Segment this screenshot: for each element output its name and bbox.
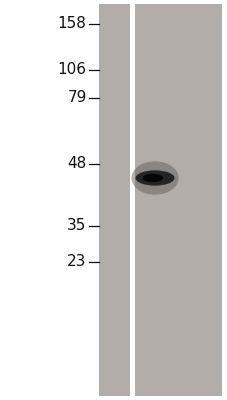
Text: 158: 158 [57,16,86,32]
Text: 106: 106 [57,62,86,78]
Ellipse shape [131,161,178,195]
Text: 35: 35 [67,218,86,234]
Ellipse shape [142,174,162,182]
Text: 48: 48 [67,156,86,172]
Bar [99,4,129,396]
Ellipse shape [135,170,174,186]
Bar [134,4,221,396]
Bar [129,4,134,396]
Text: 23: 23 [67,254,86,270]
Text: 79: 79 [67,90,86,106]
